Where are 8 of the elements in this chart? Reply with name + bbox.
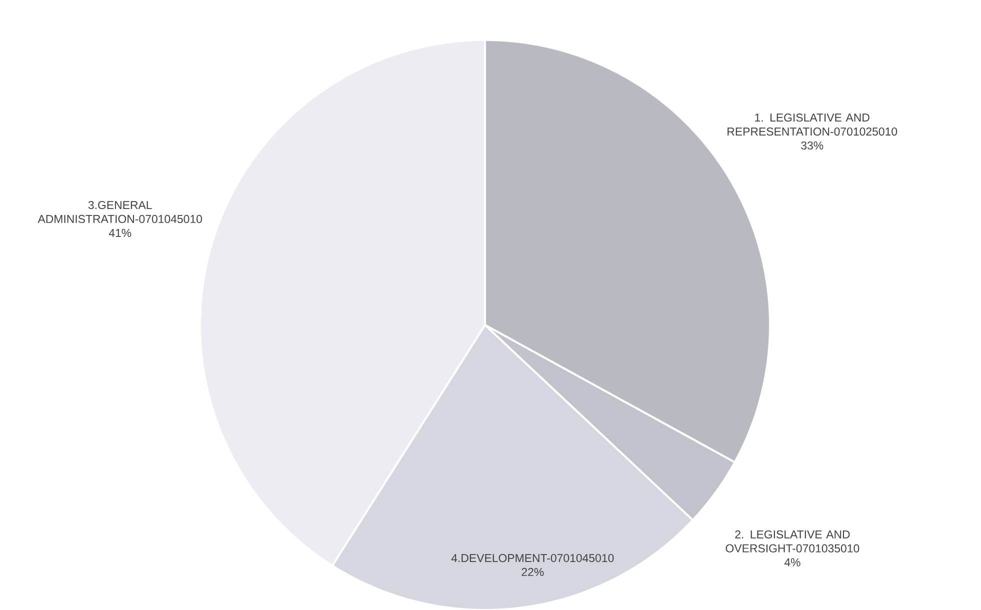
slice-label: 3.GENERAL ADMINISTRATION-0701045010 (38, 200, 202, 224)
slice-label: 1. LEGISLATIVE AND REPRESENTATION-0701025010 (728, 114, 898, 136)
data-label: 33% (801, 141, 824, 150)
data-label: 22% (522, 568, 544, 576)
data-label: 41% (108, 228, 132, 237)
slice-label: 2. LEGISLATIVE AND OVERSIGHT-0701035010 (726, 530, 860, 552)
data-label: 4% (784, 558, 800, 566)
slice-label: 4.DEVELOPMENT-0701045010 (451, 554, 614, 562)
